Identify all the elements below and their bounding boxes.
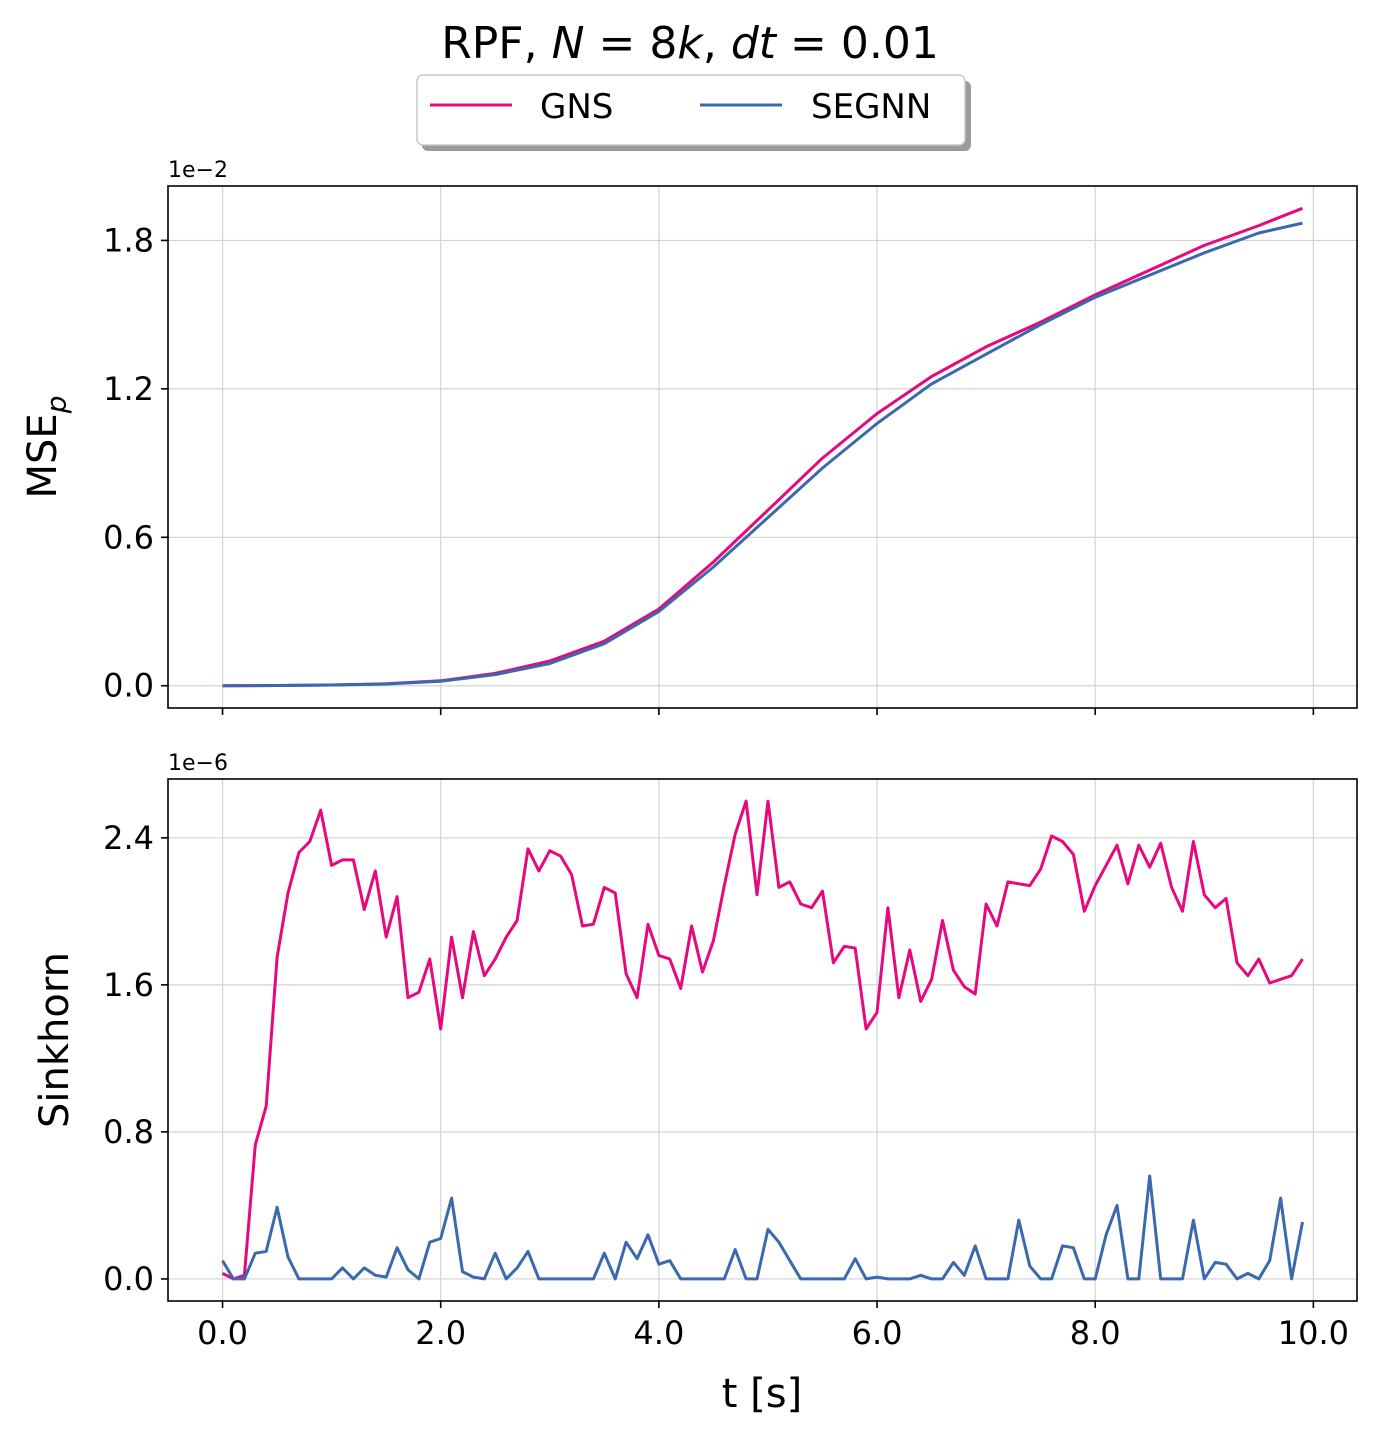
sinkhorn-xtick-label-2: 4.0 <box>633 1314 684 1352</box>
mse-panel: 1e−2 MSEp 0.0 0.6 1.2 1.8 <box>20 158 1358 715</box>
legend-label-segnn: SEGNN <box>811 87 931 127</box>
sinkhorn-ytick-label-0: 0.0 <box>103 1260 154 1298</box>
mse-ytick-label-0: 0.0 <box>103 667 154 705</box>
sinkhorn-series-segnn <box>221 1174 1304 1281</box>
x-axis-label: t [s] <box>722 1371 802 1417</box>
sinkhorn-ytick-label-3: 2.4 <box>103 819 154 857</box>
sinkhorn-panel: 1e−6 Sinkhorn t [s] 0.0 0.8 1.6 2.4 0.0 2.0 4.… <box>32 751 1358 1417</box>
sinkhorn-xtick-label-1: 2.0 <box>415 1314 466 1352</box>
mse-offset-text: 1e−2 <box>168 158 228 183</box>
sinkhorn-y-axis-label: Sinkhorn <box>32 952 78 1128</box>
chart-title: RPF, N = 8k, dt = 0.01 <box>441 18 939 69</box>
legend-label-gns: GNS <box>540 87 613 127</box>
mse-ytick-label-2: 1.2 <box>103 370 154 408</box>
sinkhorn-ytick-label-2: 1.6 <box>103 966 154 1004</box>
legend: GNS SEGNN <box>416 74 971 151</box>
mse-ytick-label-1: 0.6 <box>103 518 154 556</box>
sinkhorn-axes-frame <box>167 778 1358 1302</box>
sinkhorn-xtick-label-0: 0.0 <box>197 1314 248 1352</box>
mse-y-axis-label: MSEp <box>20 396 73 499</box>
sinkhorn-xtick-label-5: 10.0 <box>1278 1314 1349 1352</box>
sinkhorn-xtick-label-3: 6.0 <box>852 1314 903 1352</box>
legend-box <box>416 74 966 146</box>
mse-series-segnn <box>222 221 1303 688</box>
sinkhorn-series-gns <box>221 799 1304 1281</box>
sinkhorn-ytick-label-1: 0.8 <box>103 1113 154 1151</box>
sinkhorn-xtick-label-4: 8.0 <box>1070 1314 1121 1352</box>
sinkhorn-offset-text: 1e−6 <box>168 751 228 776</box>
mse-ytick-label-3: 1.8 <box>103 221 154 259</box>
mse-axes-frame <box>167 185 1358 709</box>
